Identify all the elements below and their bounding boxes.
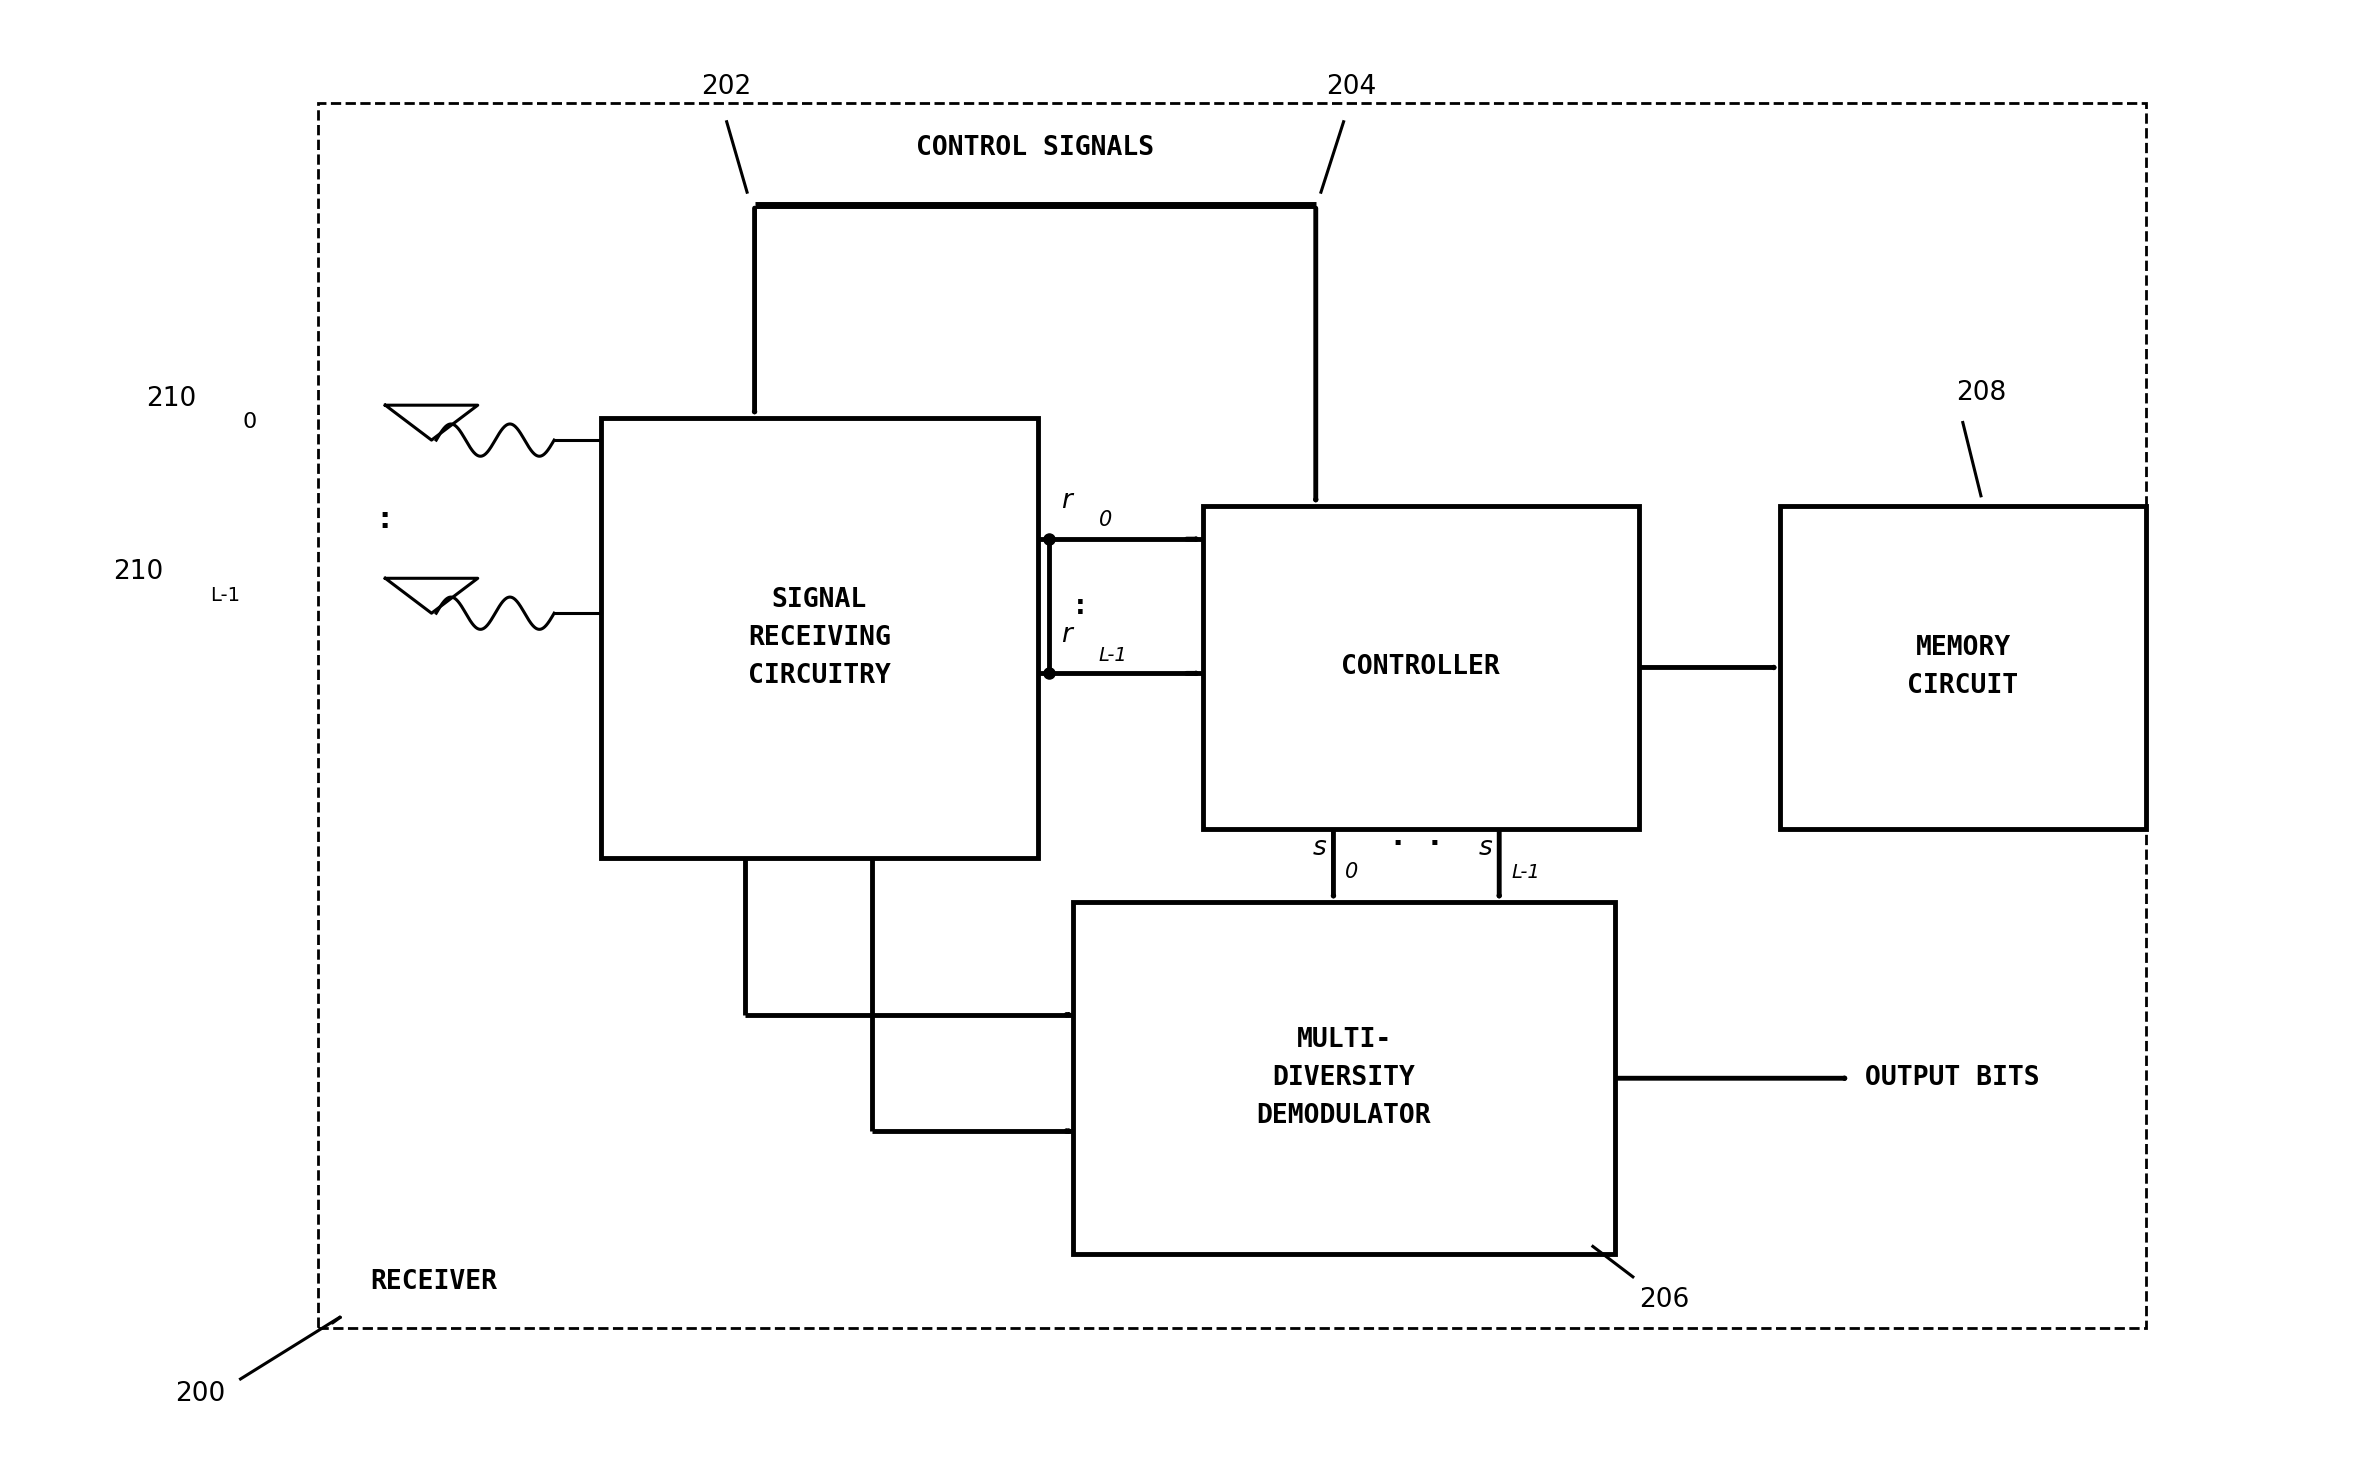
Text: 0: 0 — [1099, 511, 1113, 531]
Text: . .: . . — [1389, 822, 1443, 851]
FancyBboxPatch shape — [1780, 506, 2146, 829]
FancyBboxPatch shape — [318, 103, 2146, 1328]
Text: 202: 202 — [700, 73, 752, 100]
Text: 204: 204 — [1325, 73, 1377, 100]
Text: :: : — [375, 505, 394, 534]
Text: :: : — [1071, 593, 1089, 621]
Text: CONTROLLER: CONTROLLER — [1342, 654, 1500, 681]
Text: 200: 200 — [174, 1380, 226, 1407]
Text: s: s — [1313, 835, 1325, 861]
Text: 210: 210 — [113, 559, 163, 585]
Text: 0: 0 — [1344, 861, 1358, 882]
Text: 210: 210 — [146, 386, 196, 412]
Text: 206: 206 — [1639, 1287, 1688, 1313]
Text: r: r — [1061, 489, 1073, 515]
Text: 0: 0 — [243, 412, 257, 433]
Text: MULTI-
DIVERSITY
DEMODULATOR: MULTI- DIVERSITY DEMODULATOR — [1257, 1027, 1431, 1130]
Text: CONTROL SIGNALS: CONTROL SIGNALS — [917, 135, 1153, 161]
Text: L-1: L-1 — [1511, 863, 1540, 882]
Text: OUTPUT BITS: OUTPUT BITS — [1865, 1065, 2040, 1091]
FancyBboxPatch shape — [1203, 506, 1639, 829]
Text: L-1: L-1 — [210, 587, 241, 604]
FancyBboxPatch shape — [1073, 902, 1615, 1254]
Text: SIGNAL
RECEIVING
CIRCUITRY: SIGNAL RECEIVING CIRCUITRY — [747, 587, 891, 689]
Text: 208: 208 — [1957, 380, 2007, 406]
Text: MEMORY
CIRCUIT: MEMORY CIRCUIT — [1908, 635, 2018, 700]
Text: s: s — [1478, 835, 1493, 861]
FancyBboxPatch shape — [601, 418, 1038, 858]
Text: L-1: L-1 — [1099, 645, 1127, 665]
Text: RECEIVER: RECEIVER — [370, 1269, 498, 1295]
Text: r: r — [1061, 622, 1073, 648]
